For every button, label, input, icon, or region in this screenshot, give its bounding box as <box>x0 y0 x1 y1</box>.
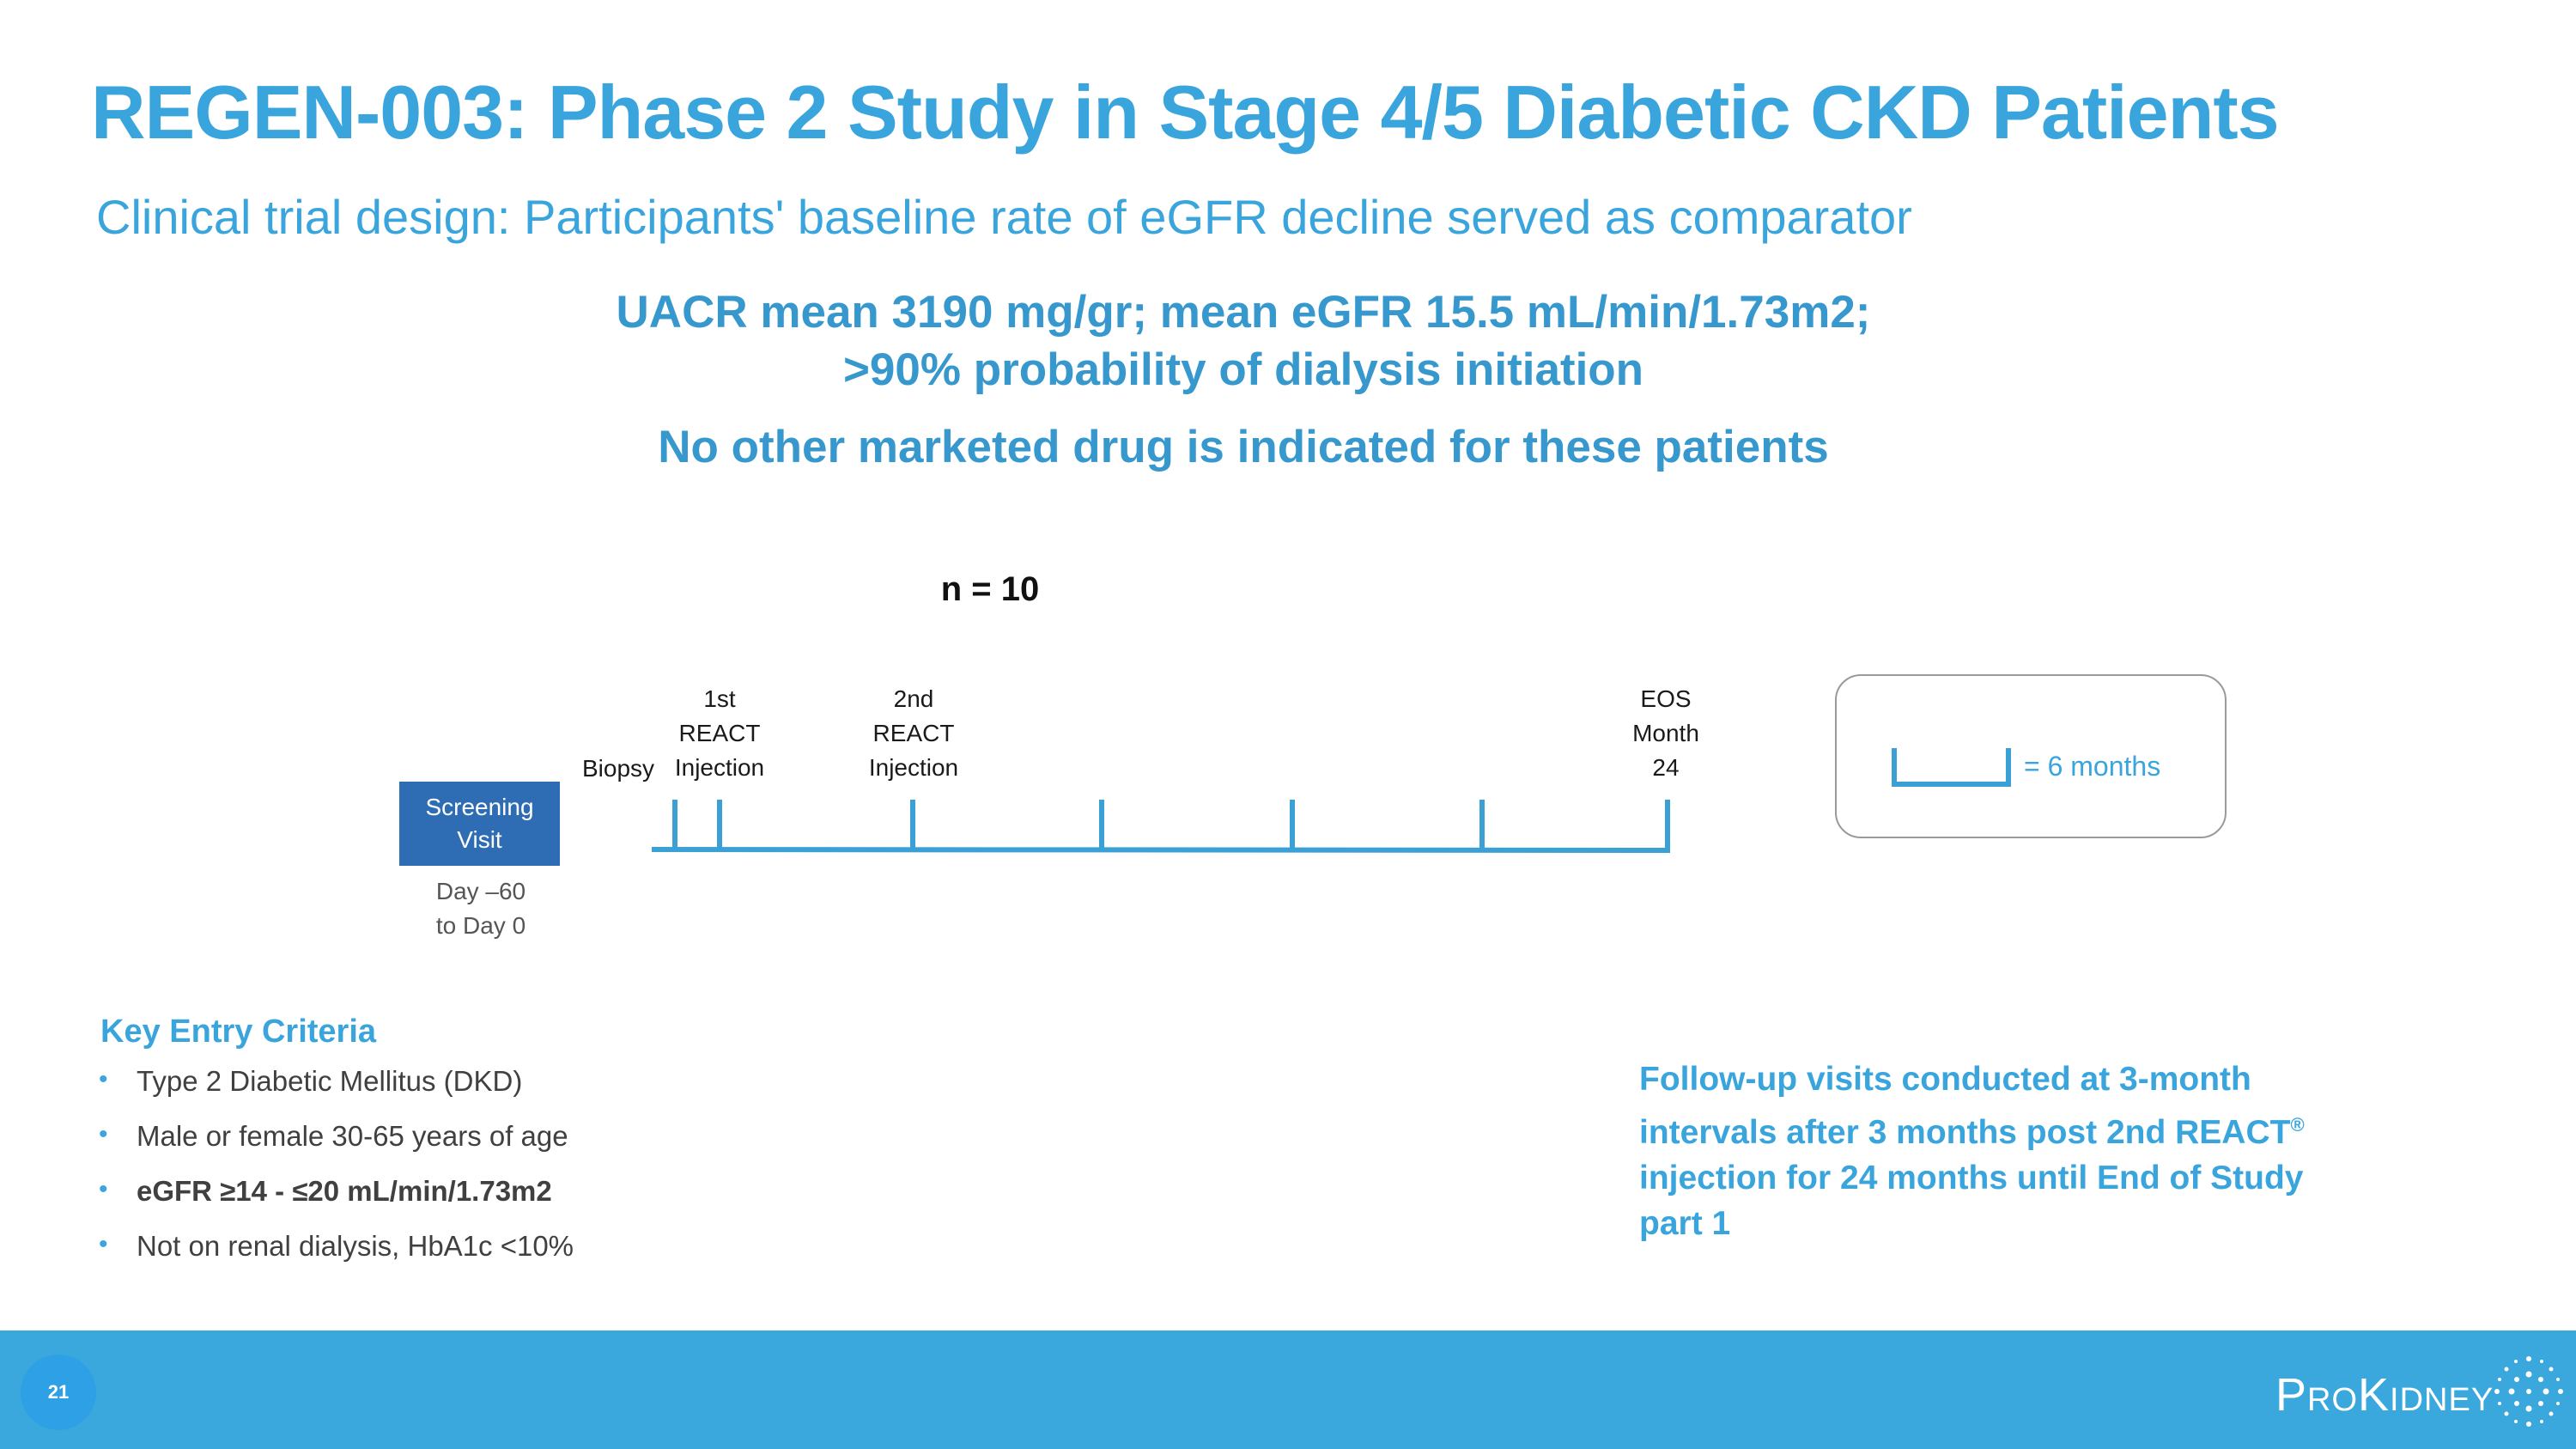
injection-1-line-2: REACT <box>678 720 761 746</box>
injection-2-line-2: REACT <box>872 720 955 746</box>
highlight-uacr: UACR mean 3190 mg/gr; mean eGFR 15.5 mL/… <box>616 287 1871 338</box>
injection-1-line-3: Injection <box>674 754 765 781</box>
followup-text-2: injection for 24 months until End of Stu… <box>1639 1160 2304 1242</box>
screening-days: Day –60 to Day 0 <box>395 874 567 943</box>
eos-label: EOS Month 24 <box>1580 682 1752 785</box>
injection-2-line-1: 2nd <box>893 685 934 712</box>
followup-note: Follow-up visits conducted at 3-month in… <box>1639 1056 2326 1246</box>
highlight-no-drug: No other marketed drug is indicated for … <box>658 422 1829 472</box>
page-subtitle: Clinical trial design: Participants' bas… <box>96 190 1912 244</box>
page-number: 21 <box>21 1355 96 1430</box>
injection-2-line-3: Injection <box>868 754 959 781</box>
eos-line-1: EOS <box>1640 685 1692 712</box>
legend-box <box>1835 674 2227 838</box>
legend-bracket <box>1892 748 2011 787</box>
injection-2-label: 2nd REACT Injection <box>828 682 999 785</box>
prokidney-logo: ProKidney <box>2275 1369 2494 1421</box>
bullet-icon: • <box>99 1230 108 1258</box>
sample-size-label: n = 10 <box>940 570 1040 608</box>
list-item: • Type 2 Diabetic Mellitus (DKD) <box>99 1065 574 1120</box>
eos-line-3: 24 <box>1652 754 1680 781</box>
criteria-text: Not on renal dialysis, HbA1c <10% <box>137 1230 574 1262</box>
eos-line-2: Month <box>1632 720 1699 746</box>
registered-mark: ® <box>2290 1114 2305 1135</box>
screening-box-line-2: Visit <box>457 826 502 853</box>
screening-box-line-1: Screening <box>425 794 534 820</box>
legend-text: = 6 months <box>2024 751 2161 782</box>
injection-1-label: 1st REACT Injection <box>634 682 805 785</box>
criteria-heading: Key Entry Criteria <box>100 1014 377 1050</box>
criteria-text: Male or female 30-65 years of age <box>137 1120 568 1152</box>
highlight-dialysis: >90% probability of dialysis initiation <box>842 344 1644 395</box>
bullet-icon: • <box>99 1065 108 1093</box>
followup-text-1: Follow-up visits conducted at 3-month in… <box>1639 1061 2291 1151</box>
criteria-list: • Type 2 Diabetic Mellitus (DKD) • Male or… <box>99 1065 574 1285</box>
footer-bar <box>0 1330 2576 1449</box>
criteria-text: eGFR ≥14 - ≤20 mL/min/1.73m2 <box>137 1175 552 1207</box>
injection-1-line-1: 1st <box>703 685 736 712</box>
list-item: • Male or female 30-65 years of age <box>99 1120 574 1175</box>
biopsy-label: Biopsy <box>581 755 655 782</box>
screening-days-line-2: to Day 0 <box>435 912 526 939</box>
criteria-text: Type 2 Diabetic Mellitus (DKD) <box>137 1065 523 1097</box>
list-item: • eGFR ≥14 - ≤20 mL/min/1.73m2 <box>99 1175 574 1230</box>
timeline-axis <box>651 846 1671 854</box>
bullet-icon: • <box>99 1175 108 1203</box>
screening-days-line-1: Day –60 <box>435 878 526 904</box>
page-title: REGEN-003: Phase 2 Study in Stage 4/5 Di… <box>91 70 2280 155</box>
bullet-icon: • <box>99 1120 108 1148</box>
logo-burst-icon <box>2494 1356 2563 1427</box>
list-item: • Not on renal dialysis, HbA1c <10% <box>99 1230 574 1285</box>
screening-visit-box: Screening Visit <box>399 782 560 866</box>
